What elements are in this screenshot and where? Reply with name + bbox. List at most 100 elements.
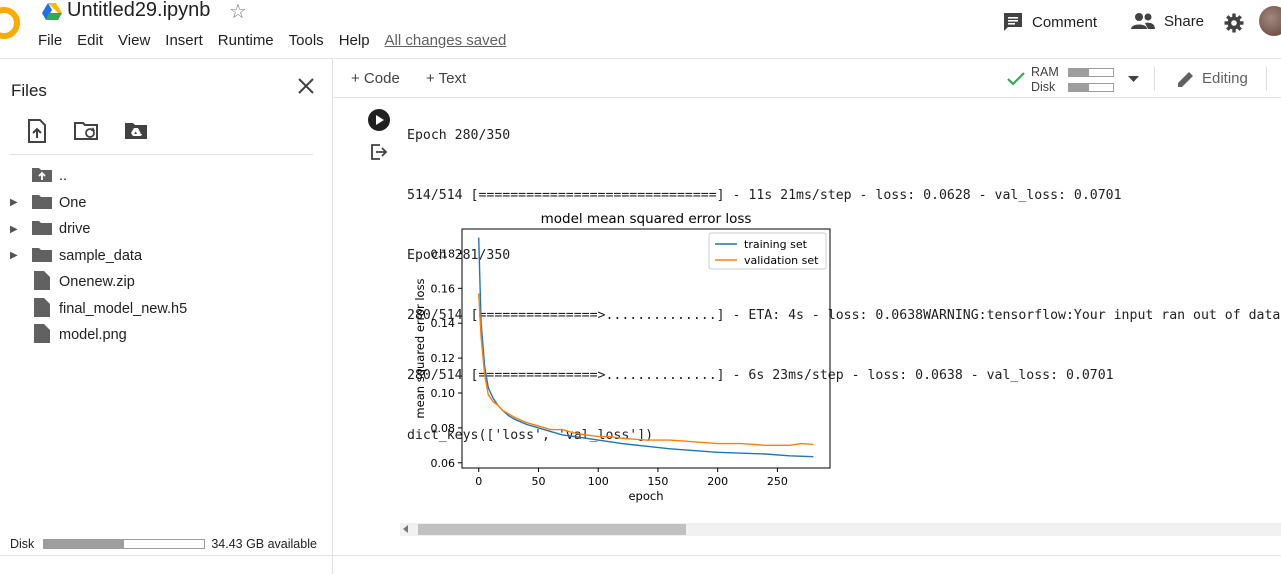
legend-label-1: validation set [744,254,819,267]
folder-icon [32,247,52,262]
expand-caret-icon[interactable]: ▶ [10,250,18,262]
file-icon [34,271,50,290]
file-icon [34,297,50,317]
add-text-button[interactable]: + Text [426,70,467,87]
tree-item-final-model[interactable]: final_model_new.h5 [0,296,330,323]
upload-file-icon[interactable] [24,119,50,143]
chart-title: model mean squared error loss [541,211,752,227]
tree-item-one[interactable]: ▶ One [0,190,330,217]
colab-logo[interactable] [0,7,20,39]
loss-chart: model mean squared error loss 0 50 100 150 20… [409,207,839,507]
people-icon [1131,13,1155,29]
x-tick-label: 200 [707,475,728,488]
close-icon[interactable] [295,75,317,97]
output-line: 280/514 [===============>..............]… [407,368,1114,383]
y-axis-label: mean squared error loss [413,278,427,418]
tree-item-parent[interactable]: .. [0,163,330,190]
output-line: 514/514 [==============================]… [407,188,1122,203]
notebook-title[interactable]: Untitled29.ipynb [67,0,211,21]
y-tick-label: 0.18 [431,247,456,260]
run-cell-button[interactable] [368,109,390,131]
add-code-button[interactable]: + Code [351,70,400,87]
dropdown-arrow-icon[interactable] [1128,76,1139,83]
y-tick-label: 0.14 [431,317,456,330]
menu-tools[interactable]: Tools [288,32,324,49]
horizontal-scrollbar[interactable] [400,523,1281,536]
tree-item-label: drive [59,221,91,238]
output-line: Epoch 281/350 [407,248,511,263]
ram-usage-bar [1068,68,1114,77]
tree-item-label: .. [59,168,68,185]
expand-caret-icon[interactable]: ▶ [10,223,18,235]
x-tick-label: 50 [531,475,545,488]
y-tick-label: 0.16 [431,282,456,295]
series-line-0 [478,237,814,458]
toolbar-separator [1266,67,1267,91]
code-cell: Epoch 280/350 514/514 [=================… [334,99,1281,574]
comment-label: Comment [1032,13,1098,31]
editing-mode-button[interactable]: Editing [1202,70,1248,87]
tree-item-sample-data[interactable]: ▶ sample_data [0,243,330,270]
menu-insert[interactable]: Insert [165,32,203,49]
ram-label: RAM [1031,65,1059,79]
tree-item-drive[interactable]: ▶ drive [0,216,330,243]
menu-help[interactable]: Help [338,32,370,49]
google-drive-icon [42,2,62,25]
share-button[interactable]: Share [1131,12,1204,30]
connected-check-icon [1007,72,1025,86]
output-icon[interactable] [370,143,388,161]
x-tick-label: 100 [588,475,609,488]
tree-item-label: final_model_new.h5 [59,300,188,317]
folder-icon [32,221,52,235]
tree-item-label: One [59,194,87,211]
x-tick-label: 250 [767,475,788,488]
x-axis-label: epoch [628,489,663,503]
expand-caret-icon[interactable]: ▶ [10,197,18,209]
tree-item-onenew-zip[interactable]: Onenew.zip [0,269,330,296]
menu-file[interactable]: File [38,32,63,49]
mount-drive-icon[interactable] [124,119,150,143]
menu-edit[interactable]: Edit [77,32,104,49]
series-line-1 [478,293,814,446]
scroll-left-arrow-icon[interactable] [403,525,408,533]
plot-frame [461,228,831,469]
disk-usage-fill [44,540,125,548]
bottom-divider [0,555,1281,556]
save-status-link[interactable]: All changes saved [384,32,507,49]
star-icon[interactable]: ☆ [229,1,247,23]
disk-available: 34.43 GB available [211,537,317,551]
scrollbar-thumb[interactable] [418,524,686,535]
app-header: Untitled29.ipynb ☆ File Edit View Insert… [0,0,1281,58]
menu-bar: File Edit View Insert Runtime Tools Help… [38,32,521,49]
disk-usage-fill [1069,84,1089,91]
folder-up-icon [32,168,52,182]
menu-runtime[interactable]: Runtime [217,32,274,49]
tree-item-label: sample_data [59,247,143,264]
share-label: Share [1164,12,1205,30]
tree-item-label: Onenew.zip [59,274,135,291]
pencil-icon [1178,72,1193,87]
resource-monitor[interactable]: RAM Disk [1031,65,1059,95]
comment-button[interactable]: Comment [1003,12,1097,32]
tree-item-model-png[interactable]: model.png [0,322,330,349]
disk-usage: Disk 34.43 GB available [10,537,317,551]
sidebar-title: Files [11,81,47,100]
loss-chart-svg: model mean squared error loss 0 50 100 150 20… [413,211,831,503]
disk-usage-bar-toolbar [1068,83,1114,92]
y-tick-label: 0.06 [431,457,456,470]
y-tick-label: 0.10 [431,387,456,400]
disk-label: Disk [10,537,35,551]
x-tick-label: 150 [647,475,668,488]
notebook-toolbar: + Code + Text RAM Disk Editing [334,58,1281,98]
refresh-folder-icon[interactable] [74,119,100,143]
menu-view[interactable]: View [118,32,151,49]
disk-label: Disk [1031,80,1056,94]
user-avatar[interactable] [1259,6,1281,36]
folder-icon [32,194,52,209]
gear-icon[interactable] [1224,13,1244,33]
disk-usage-bar [43,539,206,549]
legend-label-0: training set [744,238,808,251]
play-icon [376,115,384,125]
y-tick-label: 0.12 [431,352,456,365]
